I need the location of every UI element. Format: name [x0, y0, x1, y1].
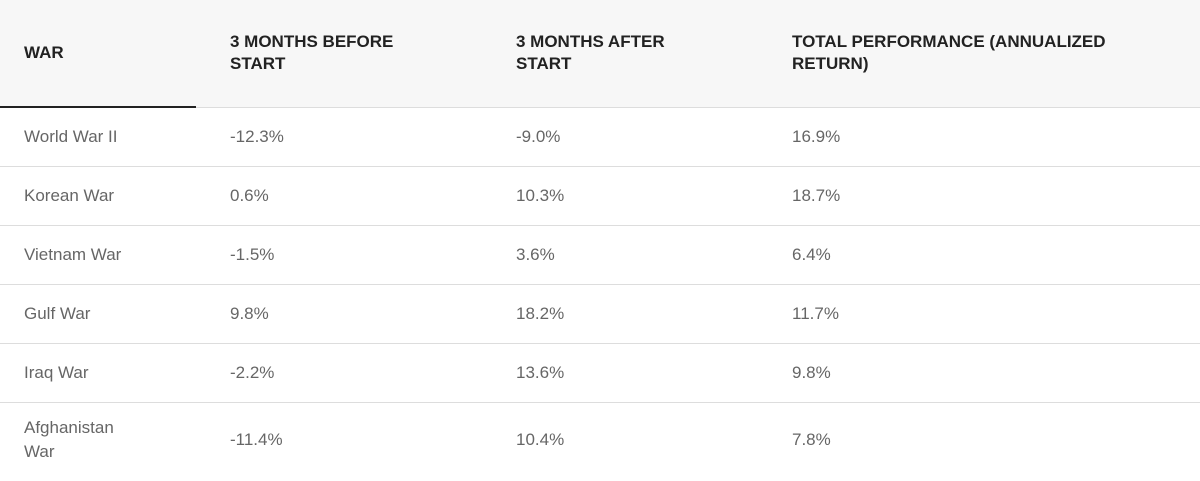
- cell-text: -1.5%: [230, 244, 275, 264]
- return-value: 16.9%: [768, 107, 1200, 166]
- cell-text: 18.2%: [516, 303, 565, 323]
- return-value: -9.0%: [492, 107, 768, 166]
- war-name: Vietnam War: [0, 225, 206, 284]
- war-name: World War II: [0, 107, 206, 166]
- war-name: Korean War: [0, 166, 206, 225]
- cell-text: World War II: [24, 126, 118, 146]
- cell-text: Afghanistan War: [24, 418, 114, 462]
- cell-text: -12.3%: [230, 126, 284, 146]
- return-value: 10.3%: [492, 166, 768, 225]
- cell-text: 3.6%: [516, 244, 555, 264]
- return-value: 18.2%: [492, 284, 768, 343]
- cell-text: 6.4%: [792, 244, 831, 264]
- cell-text: -2.2%: [230, 362, 275, 382]
- table-row: Afghanistan War -11.4% 10.4% 7.8%: [0, 402, 1200, 478]
- war-name: Gulf War: [0, 284, 206, 343]
- column-header: 3 MONTHS AFTER START: [492, 0, 768, 108]
- return-value: -2.2%: [206, 343, 492, 402]
- return-value: -11.4%: [206, 402, 492, 478]
- header-label: WAR: [24, 43, 64, 63]
- column-header: 3 MONTHS BEFORE START: [206, 0, 492, 108]
- return-value: 7.8%: [768, 402, 1200, 478]
- cell-text: 9.8%: [792, 362, 831, 382]
- table-body: World War II -12.3% -9.0% 16.9% Korean War 0.…: [0, 107, 1200, 478]
- return-value: 6.4%: [768, 225, 1200, 284]
- cell-text: Gulf War: [24, 303, 91, 323]
- cell-text: Iraq War: [24, 362, 89, 382]
- return-value: 9.8%: [768, 343, 1200, 402]
- return-value: -12.3%: [206, 107, 492, 166]
- cell-text: 0.6%: [230, 185, 269, 205]
- table-header: WAR 3 MONTHS BEFORE START 3 MONTHS AFTER S…: [0, 0, 1200, 108]
- return-value: 0.6%: [206, 166, 492, 225]
- cell-text: Vietnam War: [24, 244, 122, 264]
- cell-text: -9.0%: [516, 126, 561, 146]
- cell-text: 10.4%: [516, 430, 565, 450]
- cell-text: 9.8%: [230, 303, 269, 323]
- table-row: Vietnam War -1.5% 3.6% 6.4%: [0, 225, 1200, 284]
- cell-text: -11.4%: [230, 430, 283, 450]
- column-header: TOTAL PERFORMANCE (ANNUALIZED RETURN): [768, 0, 1200, 108]
- column-header: WAR: [0, 0, 206, 108]
- cell-text: Korean War: [24, 185, 115, 205]
- cell-text: 18.7%: [792, 185, 841, 205]
- return-value: 3.6%: [492, 225, 768, 284]
- return-value: 11.7%: [768, 284, 1200, 343]
- table-row: Gulf War 9.8% 18.2% 11.7%: [0, 284, 1200, 343]
- war-name: Iraq War: [0, 343, 206, 402]
- table-row: Korean War 0.6% 10.3% 18.7%: [0, 166, 1200, 225]
- return-value: 9.8%: [206, 284, 492, 343]
- table-row: World War II -12.3% -9.0% 16.9%: [0, 107, 1200, 166]
- table-row: Iraq War -2.2% 13.6% 9.8%: [0, 343, 1200, 402]
- war-name: Afghanistan War: [0, 402, 206, 478]
- cell-text: 11.7%: [792, 303, 839, 323]
- header-label: TOTAL PERFORMANCE (ANNUALIZED RETURN): [792, 32, 1106, 74]
- return-value: -1.5%: [206, 225, 492, 284]
- cell-text: 10.3%: [516, 185, 565, 205]
- cell-text: 13.6%: [516, 362, 565, 382]
- return-value: 18.7%: [768, 166, 1200, 225]
- header-label: 3 MONTHS AFTER START: [516, 32, 665, 74]
- return-value: 10.4%: [492, 402, 768, 478]
- cell-text: 7.8%: [792, 430, 831, 450]
- header-label: 3 MONTHS BEFORE START: [230, 32, 394, 74]
- return-value: 13.6%: [492, 343, 768, 402]
- cell-text: 16.9%: [792, 126, 841, 146]
- header-row: WAR 3 MONTHS BEFORE START 3 MONTHS AFTER S…: [0, 0, 1200, 108]
